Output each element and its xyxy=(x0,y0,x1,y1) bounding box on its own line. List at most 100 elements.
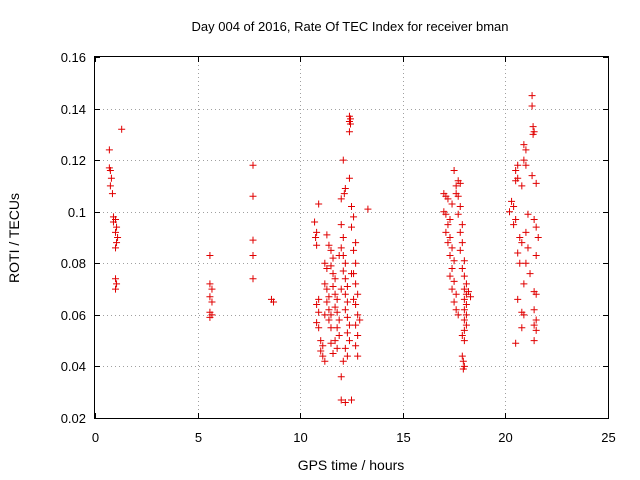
data-point xyxy=(460,285,468,293)
data-point xyxy=(323,264,331,272)
data-point xyxy=(518,239,526,247)
data-point xyxy=(206,313,214,321)
data-point xyxy=(528,172,536,180)
data-point xyxy=(327,246,335,254)
data-point xyxy=(333,295,341,303)
data-point xyxy=(450,166,458,174)
data-point xyxy=(514,295,522,303)
data-point xyxy=(325,241,333,249)
data-point xyxy=(312,234,320,241)
data-point xyxy=(460,316,468,324)
data-point xyxy=(345,174,353,182)
data-point xyxy=(206,293,214,301)
data-point xyxy=(514,161,522,169)
data-point xyxy=(352,301,360,309)
data-point xyxy=(325,316,333,324)
data-point xyxy=(528,102,536,110)
data-point xyxy=(313,319,321,327)
data-point xyxy=(337,195,345,203)
data-point xyxy=(321,259,329,267)
data-point xyxy=(446,234,454,241)
data-point xyxy=(512,339,520,347)
data-point xyxy=(249,252,257,260)
data-point xyxy=(442,228,450,236)
y-tick-label: 0.1 xyxy=(68,205,86,220)
data-point xyxy=(345,337,353,345)
data-point xyxy=(522,146,530,154)
data-point xyxy=(450,298,458,306)
data-point xyxy=(348,396,355,404)
data-point xyxy=(313,301,321,309)
data-point xyxy=(512,215,520,223)
data-point xyxy=(113,239,121,247)
data-point xyxy=(112,285,120,293)
data-point xyxy=(444,239,452,247)
data-point xyxy=(341,344,349,352)
data-point xyxy=(452,190,460,198)
data-point xyxy=(364,205,372,213)
data-point xyxy=(206,280,214,288)
data-point xyxy=(442,210,450,218)
data-point xyxy=(462,301,470,309)
data-point xyxy=(514,249,522,257)
data-point xyxy=(345,321,353,329)
data-point xyxy=(112,228,120,236)
data-point xyxy=(444,195,452,203)
data-point xyxy=(107,174,115,182)
data-point xyxy=(348,270,355,278)
data-point xyxy=(249,161,257,169)
data-point xyxy=(448,264,456,272)
data-point xyxy=(354,331,362,339)
data-point xyxy=(331,275,339,283)
data-point xyxy=(460,326,468,334)
data-point xyxy=(329,282,337,290)
data-point xyxy=(444,221,452,229)
x-tick-label: 20 xyxy=(498,430,512,445)
x-tick-label: 10 xyxy=(293,430,307,445)
data-point xyxy=(113,280,121,288)
data-point xyxy=(520,141,528,149)
data-point xyxy=(315,295,323,303)
data-point xyxy=(208,298,216,306)
data-point xyxy=(350,246,358,254)
data-point xyxy=(331,303,339,311)
data-point xyxy=(339,156,347,164)
data-point xyxy=(323,298,331,306)
data-point xyxy=(348,203,355,211)
data-point xyxy=(327,311,335,319)
data-point xyxy=(456,228,464,236)
y-tick-label: 0.16 xyxy=(61,50,86,65)
y-axis-label: ROTI / TECUs xyxy=(6,193,22,283)
data-point xyxy=(520,311,528,319)
data-point xyxy=(356,316,364,324)
data-point xyxy=(341,306,349,314)
data-point xyxy=(460,295,468,303)
data-point xyxy=(530,321,538,329)
data-point xyxy=(446,215,454,223)
data-point xyxy=(329,270,337,278)
data-point xyxy=(510,221,518,229)
data-point xyxy=(520,156,528,164)
data-point xyxy=(343,352,351,360)
data-point xyxy=(325,306,333,314)
data-point xyxy=(460,337,468,345)
data-point xyxy=(329,350,337,358)
data-point xyxy=(534,234,542,241)
data-point xyxy=(446,272,454,280)
x-tick-label: 0 xyxy=(92,430,99,445)
data-point xyxy=(106,166,114,174)
data-point xyxy=(460,257,468,265)
y-tick-label: 0.04 xyxy=(61,359,86,374)
y-tick-label: 0.08 xyxy=(61,256,86,271)
data-point xyxy=(341,399,349,407)
data-point xyxy=(460,306,468,314)
data-point xyxy=(345,128,353,136)
data-point xyxy=(354,290,362,298)
data-point xyxy=(337,285,345,293)
data-point xyxy=(528,92,536,100)
data-point xyxy=(340,190,348,198)
data-point xyxy=(317,337,325,345)
data-point xyxy=(317,347,325,355)
data-point xyxy=(510,203,518,211)
